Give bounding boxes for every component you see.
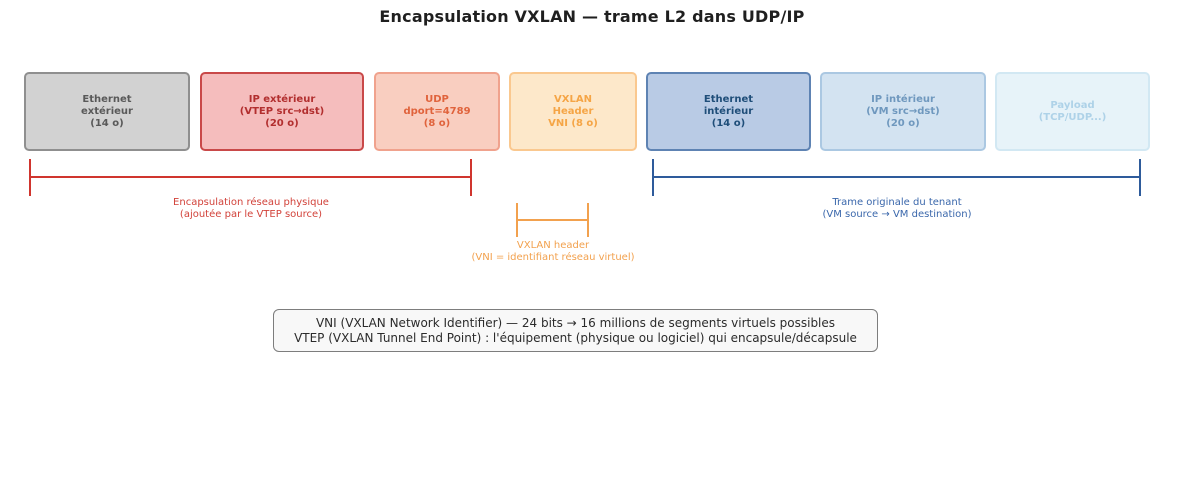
bracket-line <box>30 176 472 178</box>
bracket-left-tick <box>29 159 31 196</box>
bracket-right-tick <box>587 203 589 237</box>
box-label-line: (14 o) <box>90 117 124 129</box>
box-label-line: Ethernet <box>82 93 132 105</box>
bracket-label-line2: (ajoutée par le VTEP source) <box>179 209 323 220</box>
bracket-label-line1: Trame originale du tenant <box>832 197 962 208</box>
box-label-line: VNI (8 o) <box>548 117 598 129</box>
bracket-line <box>653 176 1141 178</box>
box-label-line: Payload <box>1050 99 1095 111</box>
box-label-line: UDP <box>425 93 449 105</box>
bracket-label-line1: Encapsulation réseau physique <box>173 197 329 208</box>
box-label-line: intérieur <box>703 105 754 117</box>
bracket-line <box>517 219 589 221</box>
frame-box-ethernet-interieur: Ethernet intérieur (14 o) <box>646 72 811 151</box>
bracket-label: Encapsulation réseau physique (ajoutée p… <box>30 197 472 221</box>
bracket-left-tick <box>652 159 654 196</box>
bracket-label: VXLAN header (VNI = identifiant réseau v… <box>403 240 703 264</box>
frame-box-ip-exterieur: IP extérieur (VTEP src→dst) (20 o) <box>200 72 364 151</box>
bracket-left-tick <box>516 203 518 237</box>
bracket-label-line2: (VNI = identifiant réseau virtuel) <box>471 252 635 263</box>
diagram-title: Encapsulation VXLAN — trame L2 dans UDP/… <box>379 7 805 26</box>
frame-box-ethernet-exterieur: Ethernet extérieur (14 o) <box>24 72 190 151</box>
box-label-line: Header <box>552 105 594 117</box>
frame-box-udp: UDP dport=4789 (8 o) <box>374 72 500 151</box>
box-label-line: Ethernet <box>703 93 754 105</box>
box-label-line: dport=4789 <box>403 105 471 117</box>
note-line-1: VNI (VXLAN Network Identifier) — 24 bits… <box>315 315 836 330</box>
bracket-right-tick <box>1139 159 1141 196</box>
box-label-line: VXLAN <box>554 93 592 105</box>
definition-note: VNI (VXLAN Network Identifier) — 24 bits… <box>273 309 878 352</box>
bracket-label: Trame originale du tenant (VM source → V… <box>653 197 1141 221</box>
box-label-line: (TCP/UDP...) <box>1038 111 1107 123</box>
bracket-label-line1: VXLAN header <box>516 240 590 251</box>
box-label-line: (VM src→dst) <box>866 105 940 117</box>
box-label-line: (8 o) <box>423 117 451 129</box>
frame-box-vxlan-header: VXLAN Header VNI (8 o) <box>509 72 637 151</box>
box-label-line: IP extérieur <box>248 93 316 105</box>
frame-box-payload: Payload (TCP/UDP...) <box>995 72 1150 151</box>
box-label-line: (14 o) <box>711 117 746 129</box>
frame-box-ip-interieur: IP intérieur (VM src→dst) (20 o) <box>820 72 986 151</box>
bracket-label-line2: (VM source → VM destination) <box>822 209 972 220</box>
box-label-line: (VTEP src→dst) <box>239 105 325 117</box>
box-label-line: (20 o) <box>265 117 299 129</box>
note-line-2: VTEP (VXLAN Tunnel End Point) : l'équipe… <box>294 330 857 345</box>
box-label-line: extérieur <box>81 105 133 117</box>
box-label-line: IP intérieur <box>871 93 935 105</box>
box-label-line: (20 o) <box>886 117 920 129</box>
bracket-right-tick <box>470 159 472 196</box>
